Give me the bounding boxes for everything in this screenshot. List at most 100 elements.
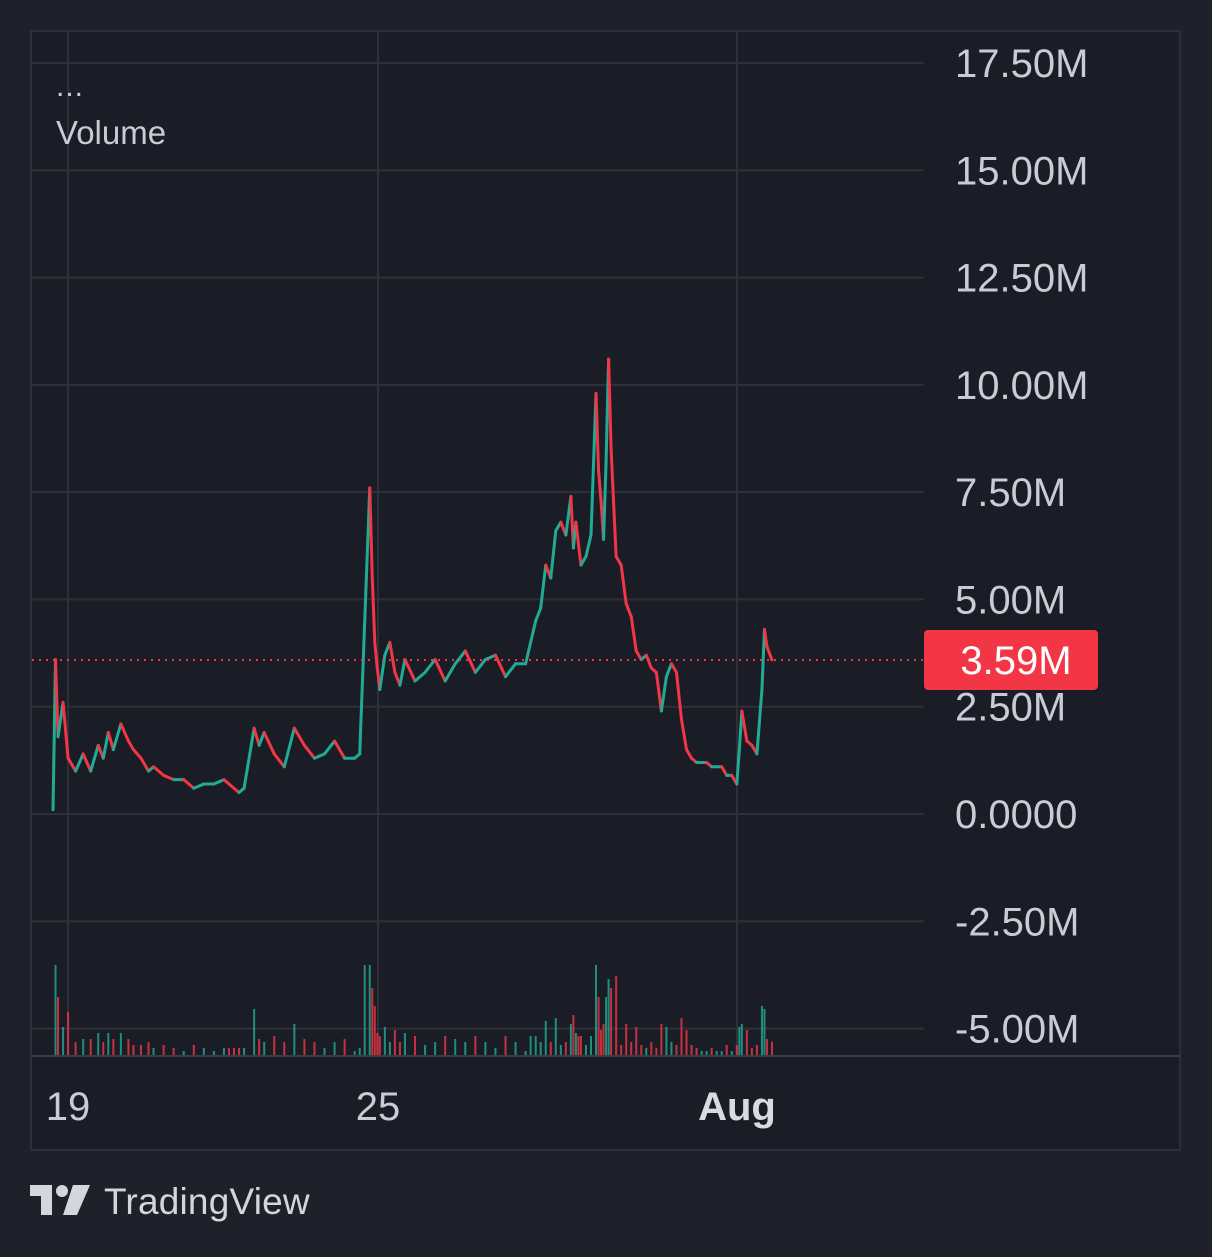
- volume-bar: [597, 997, 600, 1055]
- series-segment: [740, 709, 749, 743]
- series-segment: [539, 563, 548, 610]
- volume-bar: [414, 1036, 417, 1055]
- volume-bar: [715, 1051, 718, 1055]
- volume-bar: [243, 1048, 246, 1055]
- series-segment: [119, 722, 130, 743]
- volume-bar: [720, 1051, 723, 1055]
- series-segment: [609, 447, 618, 559]
- y-tick-label: 2.50M: [955, 686, 1066, 730]
- series-segment: [493, 653, 508, 679]
- series-segment: [323, 739, 337, 756]
- series-segment: [262, 730, 276, 756]
- series-segment: [674, 670, 683, 722]
- y-tick-label: 10.00M: [955, 364, 1088, 408]
- brand-footer[interactable]: TradingView: [30, 1178, 310, 1226]
- series-segment: [388, 640, 397, 674]
- volume-bar: [378, 1036, 381, 1055]
- last-value-label: 3.59M: [960, 639, 1071, 683]
- legend-menu-dots[interactable]: ...: [56, 70, 85, 103]
- series-segment: [368, 486, 374, 580]
- volume-bar: [755, 1045, 758, 1055]
- volume-bar: [572, 1015, 575, 1055]
- volume-bar: [192, 1045, 195, 1055]
- volume-bar: [539, 1042, 542, 1055]
- series-segment: [579, 555, 588, 567]
- series-segment: [597, 469, 603, 503]
- series-segment: [534, 606, 543, 623]
- series-segment: [370, 576, 377, 644]
- volume-bar: [202, 1048, 205, 1055]
- volume-bar: [529, 1036, 532, 1055]
- volume-bar: [464, 1042, 467, 1055]
- volume-bar: [107, 1033, 110, 1055]
- series-segment: [398, 658, 407, 687]
- series-segment: [602, 460, 608, 541]
- x-tick-label: Aug: [698, 1085, 776, 1129]
- volume-bar: [398, 1042, 401, 1055]
- volume-bar: [152, 1048, 155, 1055]
- series-segment: [358, 619, 367, 756]
- volume-bar: [67, 1012, 70, 1055]
- volume-bar: [353, 1051, 356, 1055]
- series-segment: [378, 653, 387, 692]
- volume-bar: [745, 1030, 748, 1055]
- last-value-badge: [924, 629, 1098, 690]
- chart-canvas[interactable]: 17.50M 15.00M 12.50M 10.00M 7.50M 5.00M 2.50M 0…: [0, 0, 1212, 1160]
- series-segment: [629, 615, 638, 653]
- chart-frame[interactable]: [30, 30, 1181, 1151]
- volume-bar: [765, 1039, 768, 1055]
- series-segment: [413, 670, 427, 683]
- series-segment: [473, 658, 487, 674]
- volume-bar: [615, 976, 618, 1055]
- volume-bar: [574, 1033, 577, 1055]
- volume-bar: [363, 965, 366, 1055]
- tradingview-logo-icon: [30, 1184, 90, 1220]
- y-tick-label: 15.00M: [955, 149, 1088, 193]
- series-segment: [242, 726, 256, 790]
- series-segment: [589, 391, 598, 537]
- volume-bar: [233, 1048, 236, 1055]
- series-segment: [74, 752, 85, 773]
- volume-bar: [89, 1039, 92, 1055]
- volume-bar: [700, 1051, 703, 1055]
- series-segment: [765, 645, 774, 662]
- volume-bar: [735, 1045, 738, 1055]
- brand-name: TradingView: [104, 1181, 310, 1222]
- volume-bar: [303, 1039, 306, 1055]
- volume-bar: [625, 1024, 628, 1055]
- y-tick-label: -5.00M: [955, 1008, 1080, 1052]
- volume-bar: [388, 1042, 391, 1055]
- volume-bar: [640, 1045, 643, 1055]
- volume-bar: [273, 1036, 276, 1055]
- volume-bar: [222, 1048, 225, 1055]
- series-segment: [735, 748, 741, 786]
- series-segment: [549, 529, 558, 580]
- series-segment: [762, 627, 769, 649]
- volume-bar: [74, 1042, 77, 1055]
- volume-bar: [645, 1048, 648, 1055]
- volume-bar: [333, 1042, 336, 1055]
- volume-bar: [630, 1042, 633, 1055]
- series-segment: [272, 752, 286, 769]
- volume-bar: [738, 1027, 741, 1055]
- series-segment: [423, 658, 437, 674]
- volume-bar: [434, 1042, 437, 1055]
- series-segment: [760, 627, 766, 692]
- chart-legend: ... Volume: [56, 70, 167, 151]
- volume-bar: [494, 1048, 497, 1055]
- volume-bar: [771, 1041, 773, 1055]
- volume-bar: [263, 1042, 266, 1055]
- volume-bar: [358, 1048, 361, 1055]
- y-tick-label: 12.50M: [955, 257, 1088, 301]
- volume-bar: [238, 1048, 241, 1055]
- series-segment: [614, 555, 623, 567]
- volume-bar: [725, 1045, 728, 1055]
- volume-bar: [600, 1030, 603, 1055]
- series-segment: [192, 782, 206, 790]
- legend-indicator-label: Volume: [56, 114, 167, 151]
- series-segment: [282, 726, 296, 769]
- volume-bar: [343, 1039, 346, 1055]
- vertical-gridlines: [67, 32, 738, 1056]
- y-axis: 17.50M 15.00M 12.50M 10.00M 7.50M 5.00M 2.50M 0…: [955, 42, 1088, 1052]
- volume-bar: [685, 1030, 688, 1055]
